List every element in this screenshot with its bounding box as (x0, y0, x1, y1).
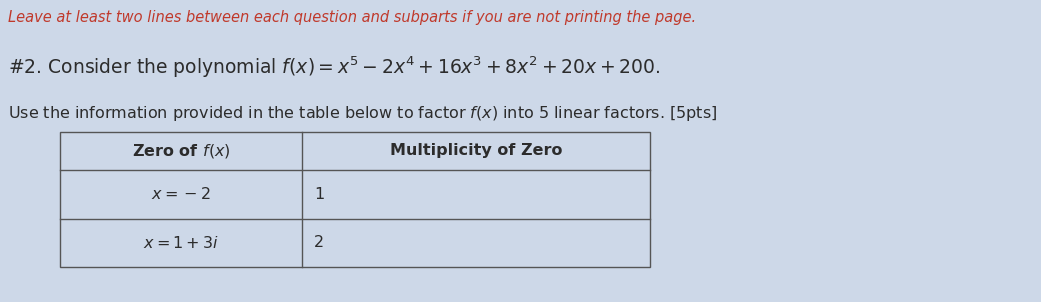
Text: #2. Consider the polynomial $f(x)=x^5-2x^4+16x^3+8x^2+20x+200.$: #2. Consider the polynomial $f(x)=x^5-2x… (8, 54, 660, 79)
Text: Leave at least two lines between each question and subparts if you are not print: Leave at least two lines between each qu… (8, 10, 696, 25)
Text: Use the information provided in the table below to factor $f(x)$ into 5 linear f: Use the information provided in the tabl… (8, 104, 717, 123)
Text: 1: 1 (314, 187, 324, 202)
Text: $x=-2$: $x=-2$ (151, 186, 210, 202)
Text: $x=1+3i$: $x=1+3i$ (143, 235, 219, 251)
Text: 2: 2 (314, 235, 324, 250)
Bar (60, 132, 650, 267)
Text: Multiplicity of Zero: Multiplicity of Zero (389, 143, 562, 159)
Text: Zero of $f(x)$: Zero of $f(x)$ (131, 142, 230, 160)
